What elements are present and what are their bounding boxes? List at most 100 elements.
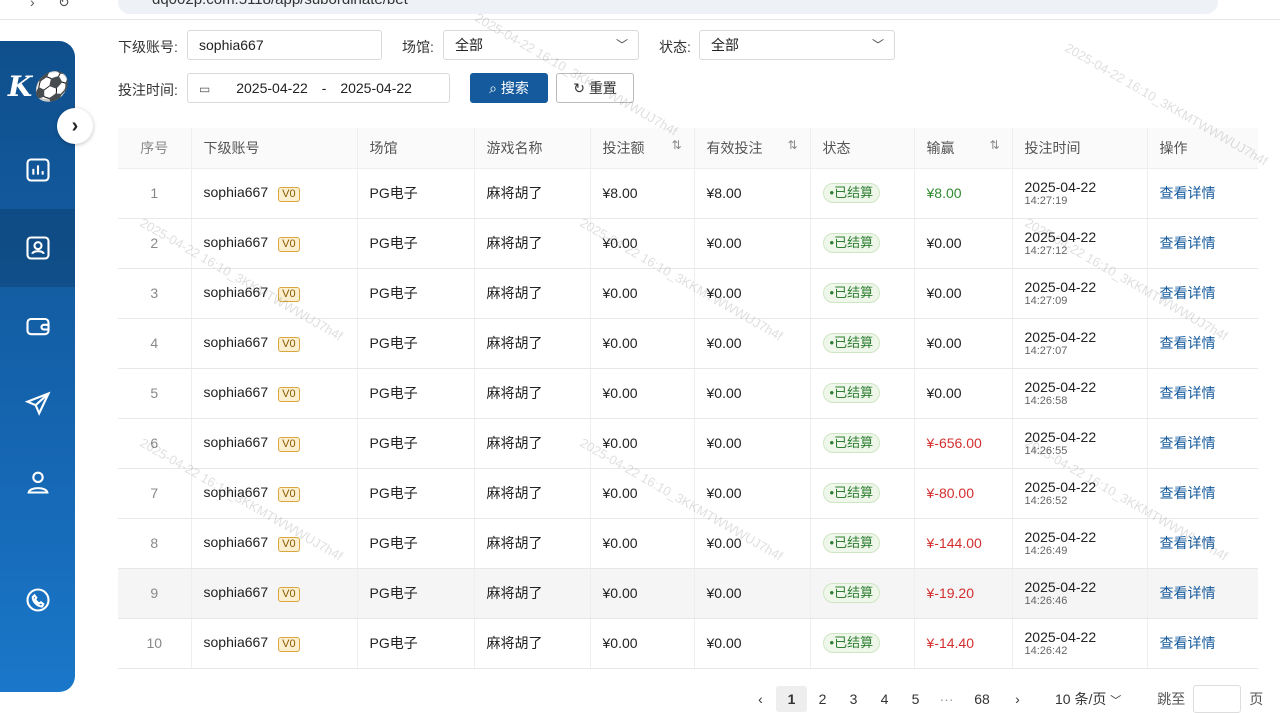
prev-page-button[interactable]: ‹ [758,691,763,707]
status-text: 已结算 [834,635,874,650]
jump-input[interactable] [1193,685,1242,713]
page-button-last[interactable]: 68 [974,691,990,707]
status-cell: •已结算 [810,368,915,419]
view-details-link[interactable]: 查看详情 [1159,285,1216,301]
status-text: 已结算 [834,385,874,400]
account-name: sophia667 [203,234,269,250]
col-valid-bet[interactable]: 有效投注 ⇅ [694,128,811,169]
sort-icon[interactable]: ⇅ [671,137,682,152]
action-cell: 查看详情 [1147,618,1258,669]
page-button[interactable]: 2 [818,691,827,707]
expand-sidebar-button[interactable]: › [57,108,93,144]
address-bar[interactable]: dq002p.com:5118/app/subordinate/bet [118,0,1218,14]
venue-select[interactable]: 全部 ﹀ [443,30,639,60]
main-content: 下级账号: sophia667 场馆: 全部 ﹀ 状态: 全部 ﹀ 投注时间: ▭ … [95,21,1280,713]
status-text: 已结算 [834,335,874,350]
view-details-link[interactable]: 查看详情 [1159,535,1216,551]
row-index: 5 [118,368,192,419]
view-details-link[interactable]: 查看详情 [1159,635,1216,651]
account-cell: sophia667 V0 [191,518,358,569]
status-badge: •已结算 [822,183,881,203]
next-page-button[interactable]: › [1015,691,1020,707]
bet-cell: ¥0.00 [590,468,695,519]
bet-time: 14:27:09 [1024,294,1068,307]
account-input[interactable]: sophia667 [187,30,382,60]
table-row: 5 sophia667 V0 PG电子 麻将胡了 ¥0.00 ¥0.00 •已结算… [118,368,1258,419]
page-button[interactable]: 5 [911,691,920,707]
status-badge: •已结算 [822,433,881,453]
reset-button[interactable]: ↻ 重置 [556,73,634,103]
browser-nav-icons[interactable]: › ↻ [30,0,70,10]
account-cell: sophia667 V0 [191,418,358,469]
view-details-link[interactable]: 查看详情 [1159,235,1216,251]
view-details-link[interactable]: 查看详情 [1159,385,1216,401]
col-bet[interactable]: 投注额 ⇅ [590,128,695,169]
user-icon [26,471,49,494]
winloss-cell: ¥0.00 [914,368,1013,419]
page-button[interactable]: 1 [776,686,807,712]
bet-cell: ¥0.00 [590,418,695,469]
col-game: 游戏名称 [474,128,591,169]
bet-time: 14:27:19 [1024,194,1068,207]
view-details-link[interactable]: 查看详情 [1159,585,1216,601]
account-name: sophia667 [203,534,269,550]
col-account: 下级账号 [191,128,358,169]
bet-date: 2025-04-22 [1024,328,1097,345]
date-end[interactable]: 2025-04-22 [340,80,412,96]
vip-badge: V0 [278,437,300,452]
sort-icon[interactable]: ⇅ [989,137,1000,152]
bet-cell: ¥0.00 [590,518,695,569]
nav-subordinate[interactable] [0,209,75,287]
nav-contact[interactable] [0,561,75,639]
date-range-picker[interactable]: ▭ 2025-04-22 - 2025-04-22 [187,73,450,103]
page-suffix: 页 [1249,691,1264,707]
valid-bet-cell: ¥0.00 [694,518,811,569]
send-icon [24,391,51,416]
vip-badge: V0 [278,287,300,302]
wallet-icon [25,317,50,336]
nav-share[interactable] [0,365,75,443]
view-details-link[interactable]: 查看详情 [1159,485,1216,501]
status-text: 已结算 [834,185,874,200]
action-cell: 查看详情 [1147,418,1258,469]
status-cell: •已结算 [810,618,915,669]
bet-date: 2025-04-22 [1024,228,1097,245]
winloss-cell: ¥-144.00 [914,518,1013,569]
phone-icon [25,588,50,612]
account-cell: sophia667 V0 [191,468,358,519]
winloss-cell: ¥-19.20 [914,568,1013,619]
col-time: 投注时间 [1012,128,1148,169]
account-name: sophia667 [203,284,269,300]
bet-cell: ¥8.00 [590,168,695,219]
winloss-cell: ¥8.00 [914,168,1013,219]
page-size-select[interactable]: 10 条/页 ﹀ [1055,689,1121,709]
search-button[interactable]: ⌕ 搜索 [470,73,548,103]
view-details-link[interactable]: 查看详情 [1159,185,1216,201]
col-winloss[interactable]: 输赢 ⇅ [914,128,1013,169]
nav-stats[interactable] [0,131,75,209]
vip-badge: V0 [278,637,300,652]
view-details-link[interactable]: 查看详情 [1159,335,1216,351]
venue-label: 场馆: [402,39,434,55]
date-start[interactable]: 2025-04-22 [236,80,308,96]
view-details-link[interactable]: 查看详情 [1159,435,1216,451]
status-select[interactable]: 全部 ﹀ [699,30,895,60]
account-cell: sophia667 V0 [191,318,358,369]
status-badge: •已结算 [822,233,881,253]
page-button[interactable]: 4 [880,691,889,707]
page-button[interactable]: 3 [849,691,858,707]
game-cell: 麻将胡了 [474,318,591,369]
pagination: ‹ 1 2 3 4 5 ··· 68 › 10 条/页 ﹀ 跳至 页 [745,685,1263,713]
time-cell: 2025-04-22 14:26:58 [1012,368,1148,419]
valid-bet-cell: ¥0.00 [694,268,811,319]
sort-icon[interactable]: ⇅ [787,137,798,152]
time-cell: 2025-04-22 14:27:12 [1012,218,1148,269]
bet-cell: ¥0.00 [590,268,695,319]
venue-cell: PG电子 [357,618,475,669]
ellipsis[interactable]: ··· [939,691,954,707]
nav-profile[interactable] [0,443,75,521]
venue-cell: PG电子 [357,168,475,219]
valid-bet-cell: ¥0.00 [694,368,811,419]
nav-wallet[interactable] [0,287,75,365]
bet-time: 14:27:12 [1024,244,1068,257]
